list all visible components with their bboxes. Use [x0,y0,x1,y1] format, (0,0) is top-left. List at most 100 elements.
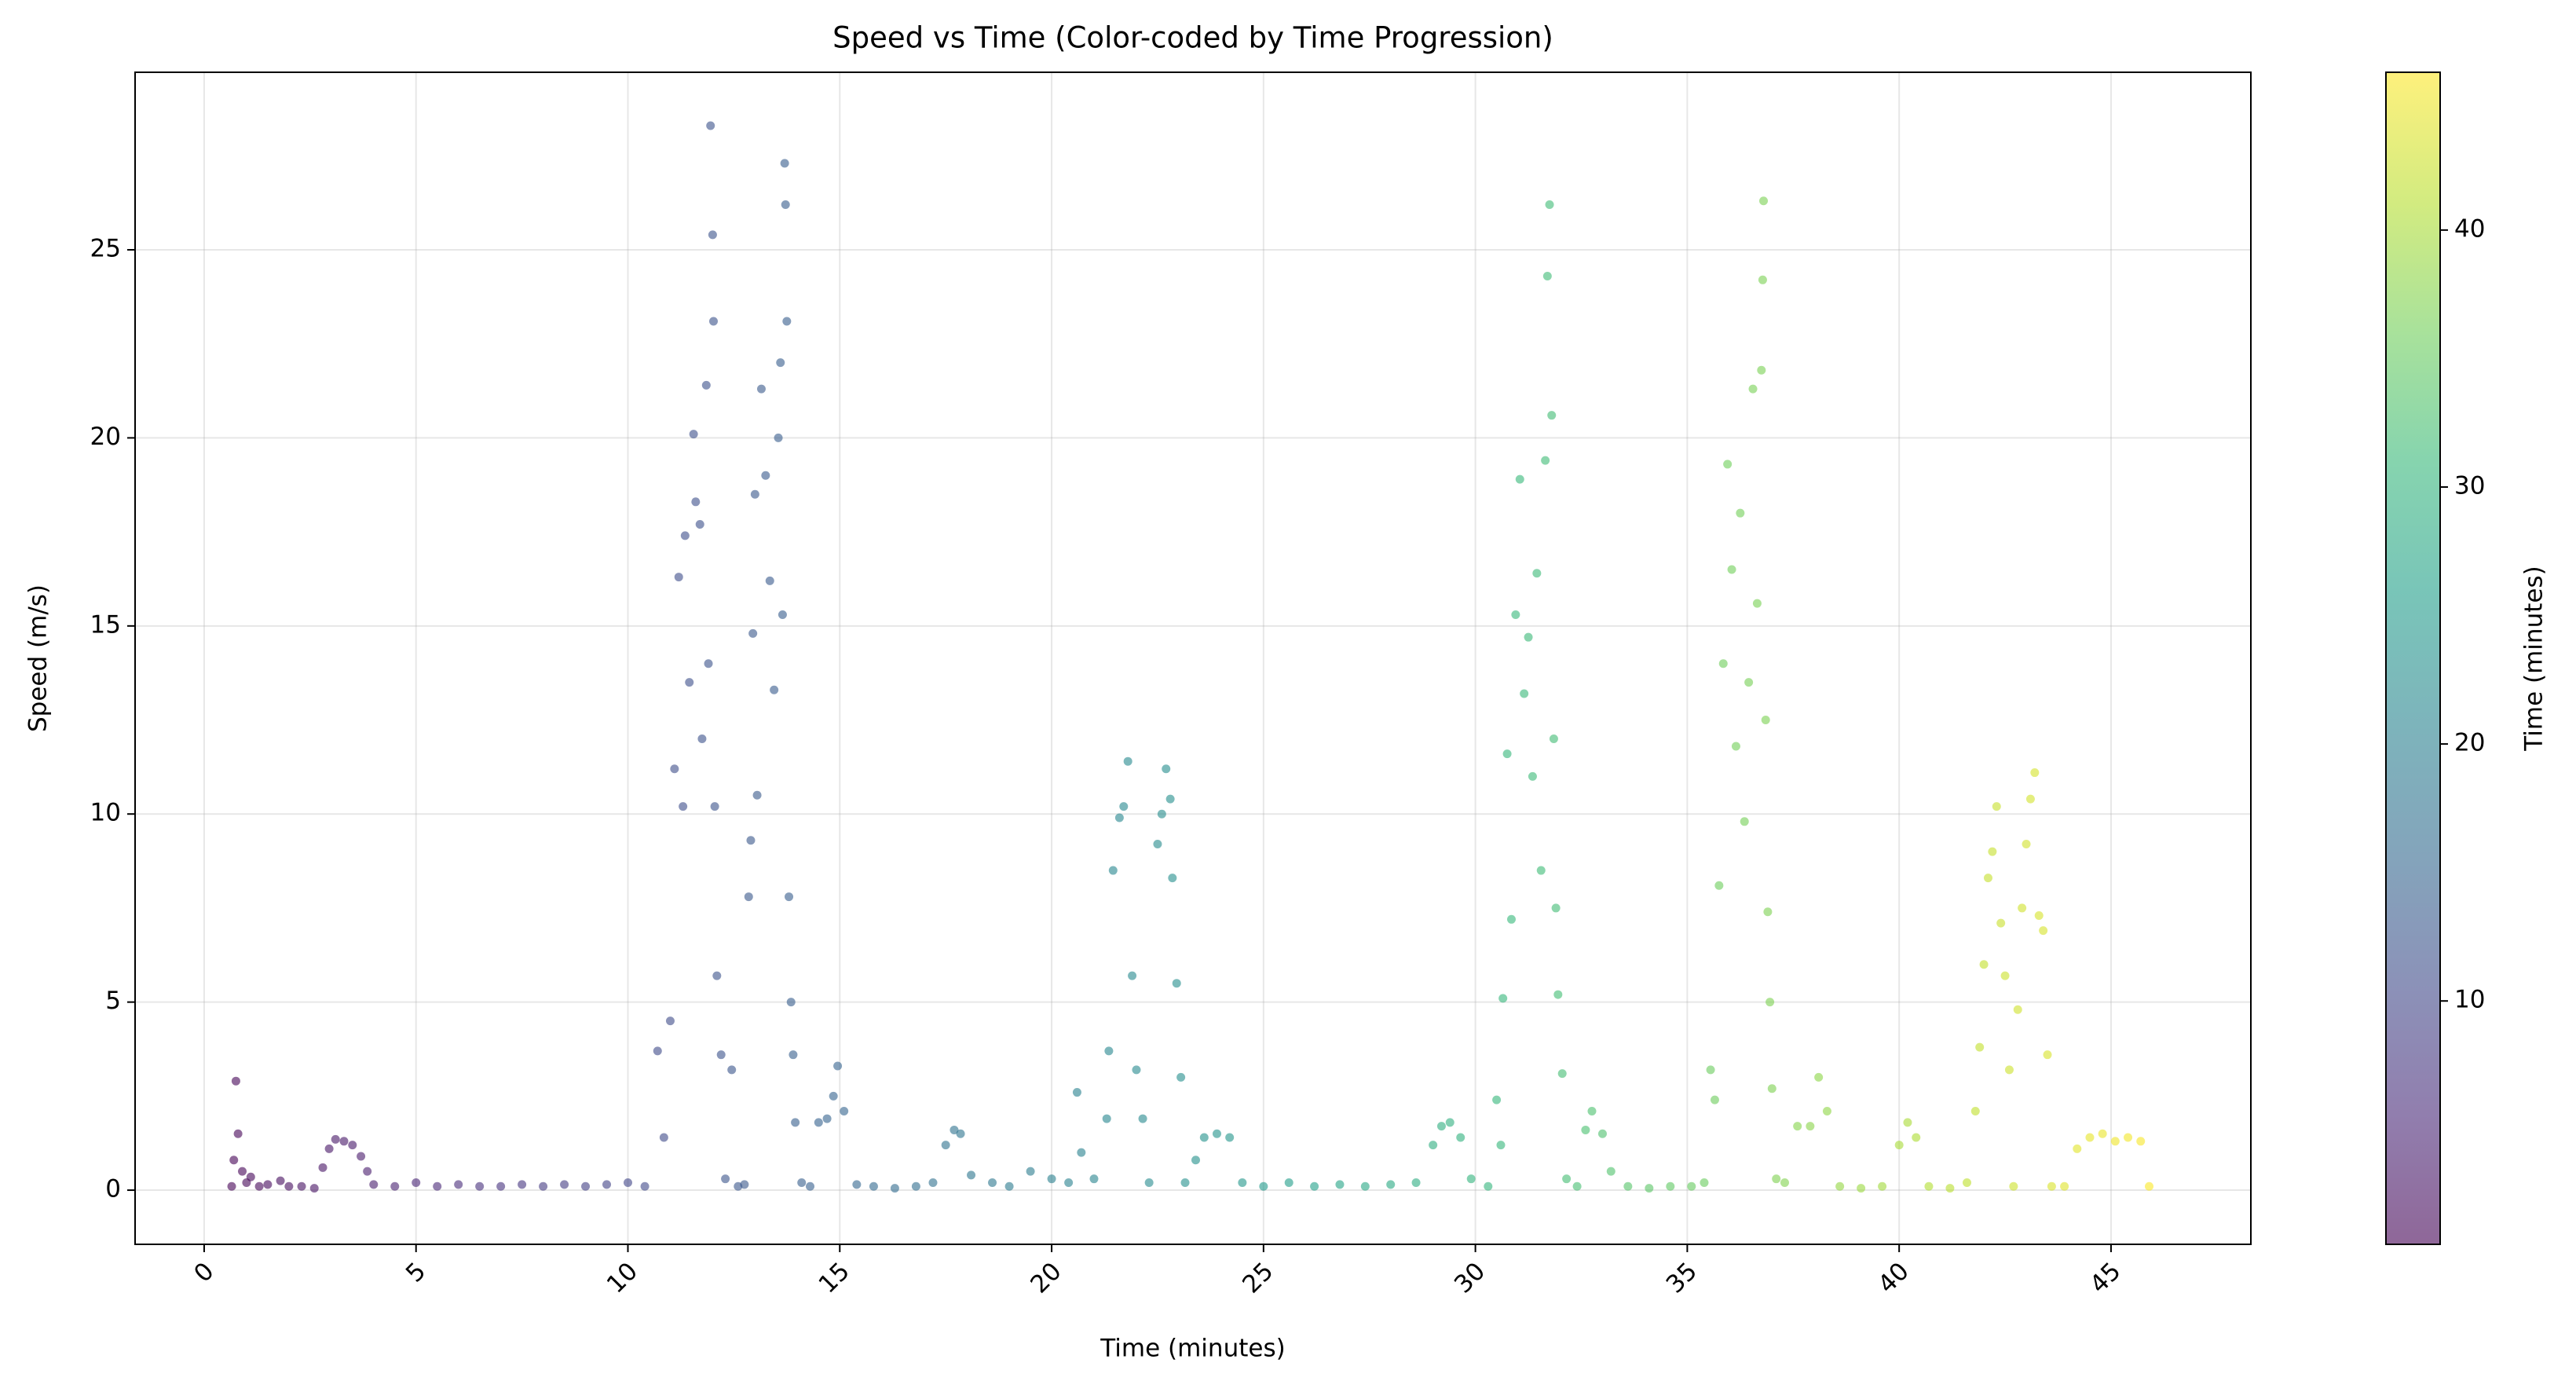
scatter-point [1731,742,1740,751]
x-tick-label: 30 [1449,1257,1491,1299]
scatter-point [1077,1148,1086,1157]
scatter-point [1026,1167,1035,1176]
y-tick-label: 5 [105,987,121,1015]
scatter-point [1924,1181,1934,1191]
scatter-point [1180,1178,1190,1187]
scatter-point [1551,903,1561,913]
scatter-point [2018,903,2027,913]
scatter-point [941,1141,950,1150]
y-tick-label: 0 [105,1175,121,1203]
scatter-point [774,433,783,442]
scatter-point [761,471,770,480]
scatter-point [1761,716,1770,725]
y-tick-label: 10 [90,799,121,827]
scatter-point [1606,1167,1615,1176]
scatter-point [1411,1178,1421,1187]
scatter-point [765,576,774,585]
scatter-point [956,1129,965,1138]
colorbar [2385,71,2441,1245]
x-tick-label: 40 [1872,1257,1914,1299]
x-tick-label: 15 [814,1257,855,1299]
scatter-point [2136,1137,2146,1146]
scatter-point [840,1106,849,1115]
scatter-point [697,734,707,743]
colorbar-tick-label: 40 [2454,214,2485,243]
scatter-point [369,1180,379,1189]
scatter-point [1752,599,1762,608]
scatter-point [1975,1042,1985,1052]
scatter-point [988,1178,997,1187]
scatter-point [1536,866,1546,875]
scatter-point [911,1181,920,1191]
scatter-point [928,1178,938,1187]
scatter-point [744,892,753,902]
x-tick-label: 10 [602,1257,643,1299]
scatter-point [1436,1122,1446,1131]
y-axis-label: Speed (m/s) [24,584,53,732]
scatter-point [1996,918,2006,928]
scatter-point [246,1172,255,1181]
scatter-point [1945,1184,1955,1193]
scatter-point [890,1184,899,1193]
scatter-point [624,1178,633,1187]
scatter-point [1545,200,1554,210]
scatter-point [1740,817,1749,826]
scatter-point [1172,979,1181,988]
scatter-point [1506,914,1516,924]
scatter-point [2000,971,2010,980]
scatter-point [1748,384,1758,394]
scatter-point [390,1181,400,1191]
scatter-point [518,1180,527,1189]
scatter-point [708,317,718,326]
scatter-point [1766,998,1775,1007]
scatter-point [2124,1133,2133,1142]
scatter-point [1727,565,1736,574]
colorbar-label: Time (minutes) [2520,566,2549,751]
scatter-point [1553,990,1563,999]
scatter-point [746,836,756,845]
scatter-point [454,1180,463,1189]
scatter-point [1549,734,1558,743]
scatter-point [1666,1181,1675,1191]
scatter-point [1199,1133,1209,1142]
chart-title: Speed vs Time (Color-coded by Time Progr… [832,21,1553,55]
scatter-point [1047,1174,1056,1184]
scatter-point [1757,365,1766,375]
scatter-point [789,1050,798,1060]
scatter-point [1572,1181,1582,1191]
scatter-point [1176,1072,1186,1082]
scatter-point [704,659,713,669]
scatter-point [1597,1129,1607,1138]
scatter-point [2009,1181,2018,1191]
scatter-point [712,971,722,980]
scatter-point [2110,1137,2120,1146]
scatter-point [822,1114,832,1123]
scatter-point [2004,1065,2014,1075]
scatter-point [1557,1069,1567,1079]
scatter-point [1386,1180,1396,1189]
scatter-point [806,1181,815,1191]
scatter-point [685,678,694,687]
scatter-point [1718,659,1728,669]
scatter-point [331,1134,340,1144]
scatter-point [1128,971,1137,980]
scatter-point [1532,569,1542,578]
scatter-point [1736,508,1745,518]
scatter-point [1162,764,1171,774]
scatter-point [1763,907,1773,917]
scatter-point [363,1167,372,1176]
scatter-point [781,200,790,210]
scatter-point [1878,1181,1887,1191]
x-tick-label: 45 [2084,1257,2126,1299]
scatter-point [2013,1005,2022,1014]
scatter-point [691,497,701,507]
scatter-point [1119,802,1129,811]
scatter-point [710,802,719,811]
scatter-point [2047,1181,2056,1191]
scatter-point [1104,1046,1114,1056]
scatter-point [2039,926,2048,936]
scatter-point [2025,794,2035,804]
scatter-point [1259,1181,1268,1191]
scatter-point [1759,196,1769,206]
